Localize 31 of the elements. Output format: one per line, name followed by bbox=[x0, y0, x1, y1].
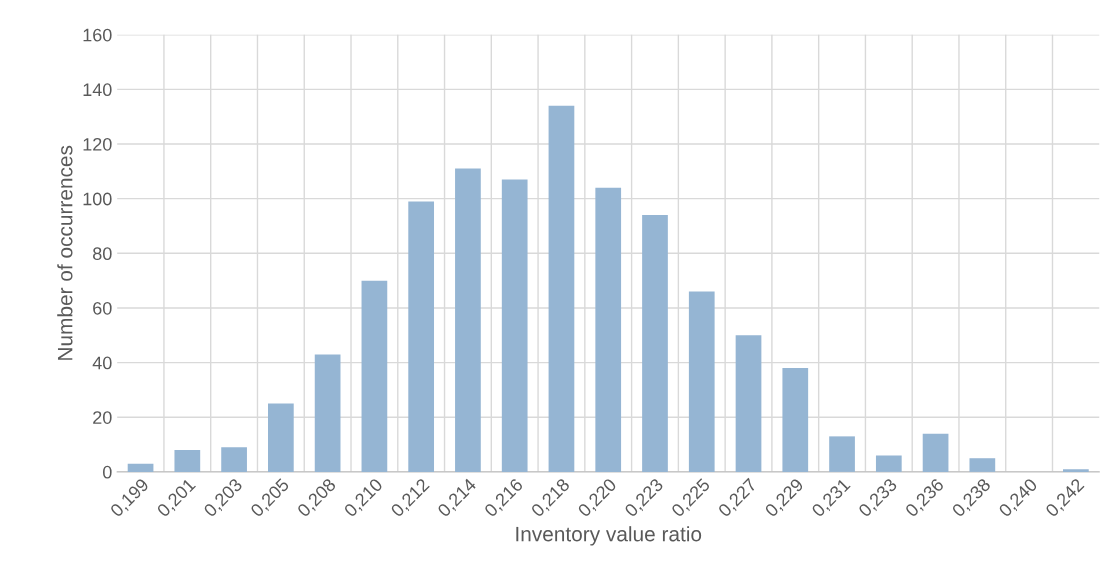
bar bbox=[782, 368, 809, 472]
bar bbox=[127, 463, 154, 472]
y-axis-title: Number of occurrences bbox=[57, 145, 73, 360]
y-tick-label: 20 bbox=[93, 411, 112, 424]
bar bbox=[688, 291, 715, 472]
y-tick-label: 140 bbox=[83, 83, 112, 97]
bar bbox=[969, 458, 996, 472]
bar bbox=[829, 436, 855, 472]
bar bbox=[1063, 469, 1089, 472]
bar bbox=[595, 187, 622, 472]
bar bbox=[408, 201, 435, 472]
bar bbox=[221, 447, 247, 472]
y-tick-label: 160 bbox=[83, 28, 112, 42]
bar bbox=[922, 433, 949, 472]
bar bbox=[268, 403, 294, 472]
y-tick-label: 0 bbox=[102, 465, 112, 479]
bar bbox=[455, 168, 481, 472]
bar bbox=[314, 354, 341, 472]
y-tick-label: 100 bbox=[83, 192, 112, 206]
y-tick-label: 60 bbox=[93, 301, 112, 315]
bar bbox=[875, 455, 902, 472]
y-tick-label: 40 bbox=[92, 356, 112, 370]
y-tick-label: 120 bbox=[83, 137, 112, 151]
bar bbox=[361, 280, 388, 472]
bar bbox=[174, 450, 201, 472]
x-axis-title: Inventory value ratio bbox=[516, 526, 702, 546]
bar bbox=[735, 335, 762, 472]
bar bbox=[501, 179, 528, 472]
bar bbox=[642, 215, 668, 472]
y-tick-label: 80 bbox=[93, 247, 112, 261]
bar bbox=[548, 105, 575, 472]
